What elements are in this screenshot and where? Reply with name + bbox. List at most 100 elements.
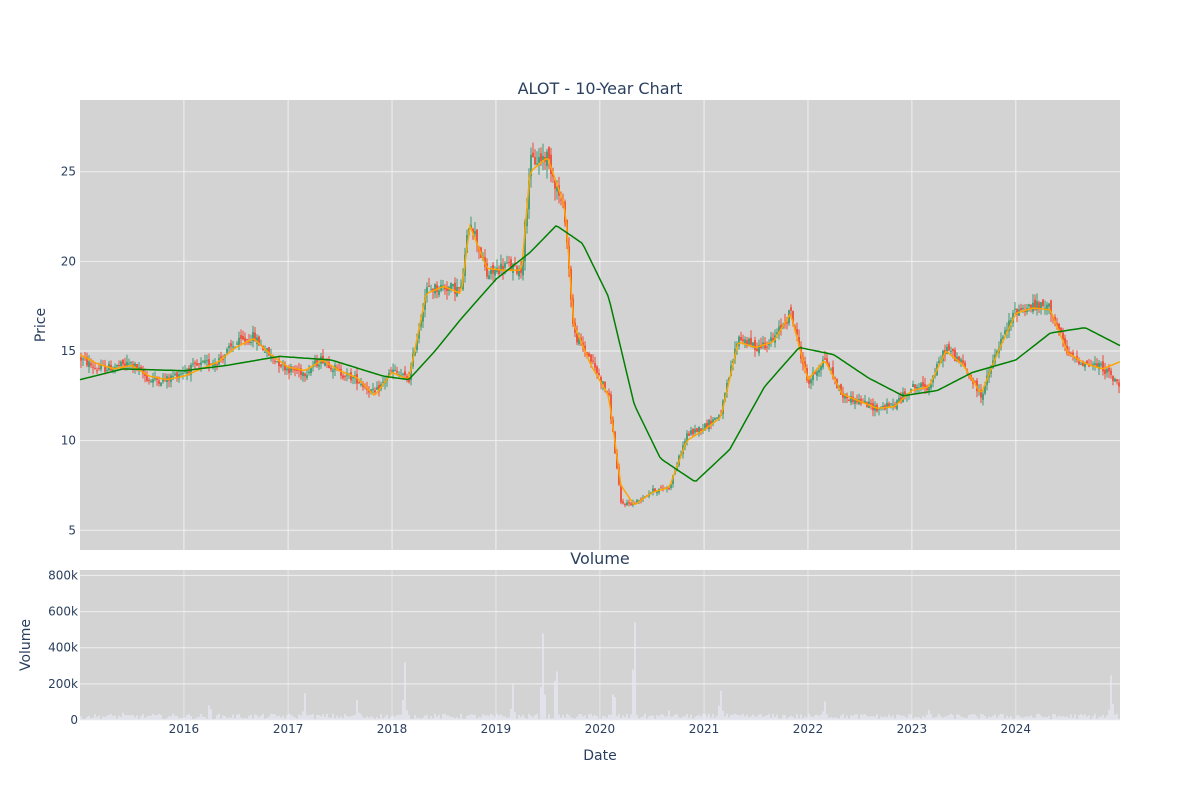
price-candle [914, 384, 916, 394]
volume-bar [1010, 716, 1012, 720]
volume-bar [452, 717, 454, 720]
volume-bar [254, 714, 256, 720]
volume-bar [364, 717, 366, 720]
volume-bar [212, 719, 214, 720]
volume-bar [358, 712, 360, 720]
volume-bar [408, 714, 410, 720]
volume-bar [270, 713, 272, 720]
volume-bar [894, 718, 896, 720]
volume-bar [696, 715, 698, 720]
volume-bar [1074, 714, 1076, 720]
volume-bar [1034, 717, 1036, 720]
volume-bar [1102, 714, 1104, 720]
volume-bar [828, 717, 830, 720]
volume-bar [170, 716, 172, 720]
volume-bar [272, 714, 274, 720]
volume-bar [182, 717, 184, 720]
volume-bar [152, 713, 154, 720]
price-candle [220, 351, 222, 363]
volume-bar [922, 715, 924, 720]
volume-bar [942, 717, 944, 720]
volume-bar [512, 684, 514, 720]
volume-bar [98, 715, 100, 720]
volume-bar [658, 716, 660, 720]
volume-bar [120, 716, 122, 720]
volume-bar [660, 714, 662, 720]
volume-bar [702, 713, 704, 720]
price-candle [206, 354, 208, 367]
volume-bar [762, 716, 764, 720]
volume-bar [444, 713, 446, 720]
volume-bar [224, 716, 226, 720]
volume-bar [810, 716, 812, 720]
price-candle [152, 372, 154, 388]
price-candle [652, 485, 654, 496]
volume-bar [102, 716, 104, 720]
volume-bar [876, 714, 878, 720]
volume-bar [448, 715, 450, 720]
price-candle [534, 149, 536, 166]
volume-bar [978, 718, 980, 720]
volume-y-ticks: 0 200k 400k 600k 800k [48, 568, 78, 727]
volume-bar [590, 713, 592, 720]
volume-bar [82, 719, 84, 720]
volume-bar [638, 718, 640, 720]
volume-bar [398, 714, 400, 720]
price-candle [1016, 308, 1018, 323]
volume-bar [784, 714, 786, 720]
volume-bar [484, 715, 486, 720]
price-candle [174, 371, 176, 377]
volume-bar [1082, 715, 1084, 720]
x-tick-label: 2018 [377, 722, 408, 736]
volume-bar [1086, 716, 1088, 720]
volume-bar [656, 715, 658, 720]
price-candle [394, 364, 396, 372]
volume-bar [940, 716, 942, 720]
volume-bar [840, 715, 842, 720]
volume-bar [678, 717, 680, 720]
volume-bar [968, 714, 970, 720]
volume-bar [1070, 714, 1072, 720]
price-candle [92, 360, 94, 374]
volume-bar [676, 714, 678, 720]
price-candle [848, 398, 850, 402]
volume-bar [506, 717, 508, 720]
volume-bar [144, 717, 146, 720]
price-candle [790, 304, 792, 318]
price-candle [660, 485, 662, 489]
price-candle [116, 364, 118, 371]
volume-bar [730, 714, 732, 720]
price-candle [1088, 358, 1090, 368]
volume-bar [670, 716, 672, 720]
volume-bar [1116, 713, 1118, 720]
volume-bar [244, 717, 246, 720]
volume-bar [132, 715, 134, 720]
price-candle [542, 143, 544, 171]
volume-bar [900, 715, 902, 720]
price-y-tick-label: 20 [61, 254, 76, 268]
volume-bar [972, 714, 974, 720]
price-candle [1036, 293, 1038, 316]
price-candle [300, 364, 302, 380]
price-candle [1028, 303, 1030, 312]
volume-bar [114, 715, 116, 720]
volume-bar [960, 716, 962, 720]
volume-bar [598, 718, 600, 720]
volume-bar [442, 713, 444, 720]
volume-bar [852, 715, 854, 720]
price-candle [620, 483, 622, 505]
volume-bar [86, 717, 88, 720]
volume-bar [166, 717, 168, 720]
price-candle [214, 358, 216, 372]
volume-bar [884, 716, 886, 720]
volume-bar [352, 715, 354, 720]
volume-bar [1012, 718, 1014, 720]
volume-bar [238, 714, 240, 720]
volume-bar [756, 716, 758, 720]
volume-bar [462, 718, 464, 720]
price-candle [222, 354, 224, 364]
price-candle [594, 356, 596, 372]
volume-bar [830, 717, 832, 720]
volume-bar [338, 717, 340, 720]
volume-bar [470, 714, 472, 720]
